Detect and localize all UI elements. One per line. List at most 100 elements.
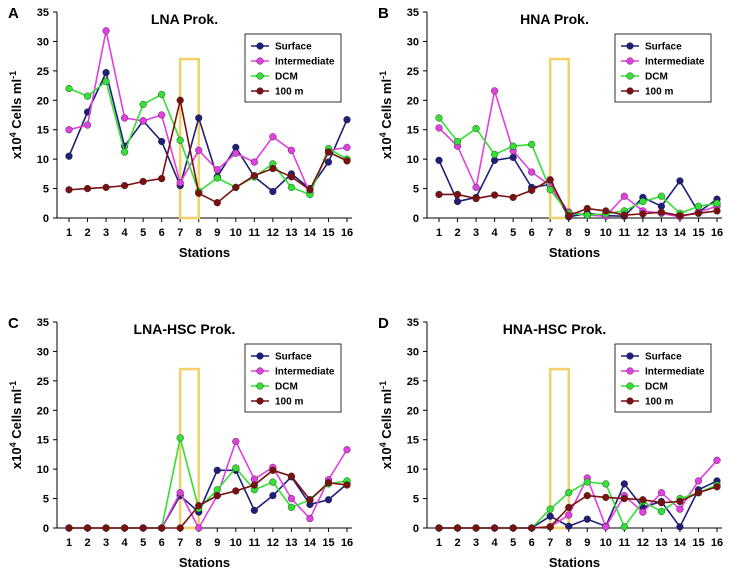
x-tick-label: 14 [674, 537, 687, 549]
data-point [657, 489, 666, 497]
series-line-1 [68, 30, 348, 196]
data-point [269, 492, 277, 500]
data-point [65, 524, 73, 532]
x-tick-label: 5 [510, 227, 516, 239]
x-axis-title: Stations [179, 555, 230, 570]
x-tick-label: 5 [140, 227, 146, 239]
data-point [343, 116, 351, 124]
data-point [490, 87, 499, 95]
x-tick-label: 8 [196, 227, 202, 239]
x-tick-label: 1 [66, 537, 72, 549]
data-point [620, 192, 628, 200]
x-tick-label: 6 [529, 537, 535, 549]
data-point [65, 186, 73, 194]
x-tick-label: 1 [436, 227, 442, 239]
station-highlight-box [548, 367, 570, 530]
legend-label: Surface [275, 42, 312, 53]
y-tick-label: 20 [37, 95, 49, 107]
x-tick-label: 10 [600, 227, 612, 239]
y-tick-label: 30 [407, 36, 419, 48]
data-point [250, 158, 258, 166]
legend-label: DCM [275, 72, 298, 83]
y-tick-label: 15 [407, 125, 419, 137]
data-point [657, 507, 666, 516]
x-tick-label: 8 [196, 537, 202, 549]
x-axis-title: Stations [549, 555, 600, 570]
series-line-3 [439, 178, 718, 217]
data-point [269, 478, 277, 486]
data-point [324, 496, 333, 504]
data-point [250, 481, 258, 489]
data-point [232, 437, 240, 446]
data-point [509, 193, 517, 202]
x-tick-label: 4 [492, 227, 499, 239]
x-tick-label: 3 [103, 227, 109, 239]
data-point [509, 153, 517, 161]
data-point [232, 149, 240, 157]
legend-swatch-marker [256, 57, 264, 65]
x-tick-label: 15 [692, 537, 704, 549]
data-point [602, 493, 610, 501]
data-point [120, 182, 129, 190]
data-point [583, 211, 591, 219]
x-tick-label: 9 [214, 227, 220, 239]
data-point [83, 524, 92, 532]
data-point [435, 524, 443, 532]
data-point [83, 121, 92, 129]
data-point [306, 514, 314, 523]
data-point [232, 183, 240, 191]
legend-label: DCM [275, 382, 298, 393]
y-axis-title-part: Cells ml [379, 389, 394, 442]
y-axis-title-sup: 4 [8, 442, 18, 447]
panel-letter: D [378, 315, 389, 332]
y-tick-label: 35 [407, 7, 419, 19]
data-point [158, 111, 166, 119]
y-axis-title-sup: -1 [8, 381, 18, 389]
x-tick-label: 8 [566, 227, 572, 239]
x-tick-label: 11 [619, 227, 631, 239]
legend-label: Surface [645, 42, 682, 53]
legend-swatch-marker [626, 352, 634, 360]
x-tick-label: 12 [267, 227, 279, 239]
data-point [639, 210, 647, 218]
x-tick-label: 2 [84, 537, 90, 549]
data-point [583, 492, 591, 500]
x-tick-label: 12 [637, 227, 649, 239]
data-point [583, 478, 591, 486]
x-tick-label: 9 [214, 537, 220, 549]
data-point [195, 502, 203, 510]
data-point [453, 197, 462, 206]
data-point [694, 202, 703, 210]
y-tick-label: 15 [37, 125, 49, 137]
chart-title: HNA Prok. [520, 11, 589, 27]
data-point [195, 524, 203, 532]
data-point [546, 512, 554, 520]
x-tick-label: 2 [84, 227, 90, 239]
data-point [287, 494, 296, 503]
data-point [65, 84, 73, 93]
y-tick-label: 5 [43, 494, 49, 506]
x-tick-label: 8 [566, 537, 572, 549]
data-point [546, 186, 554, 194]
data-point [639, 197, 647, 206]
y-tick-label: 25 [407, 66, 419, 78]
legend-swatch-marker [626, 57, 634, 65]
data-point [657, 208, 666, 216]
data-point [620, 494, 628, 503]
x-tick-label: 14 [304, 227, 317, 239]
data-point [472, 124, 480, 133]
y-axis-title-sup: 4 [378, 132, 388, 137]
x-tick-label: 15 [322, 227, 334, 239]
data-point [565, 522, 573, 530]
legend-label: DCM [645, 382, 668, 393]
data-point [453, 190, 462, 199]
y-axis-title: x104 Cells ml-1 [378, 71, 394, 159]
x-tick-label: 10 [600, 537, 612, 549]
data-point [287, 183, 296, 191]
data-point [435, 190, 443, 199]
x-tick-label: 2 [454, 537, 460, 549]
